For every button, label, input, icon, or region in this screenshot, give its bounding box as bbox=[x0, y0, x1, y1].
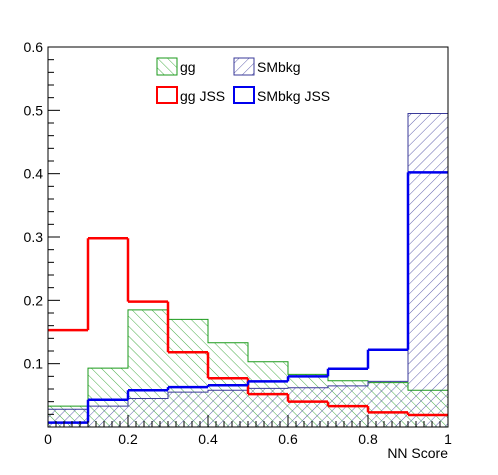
bar-smbkg-8 bbox=[368, 381, 408, 427]
series-smbkg bbox=[48, 113, 448, 427]
bar-smbkg-9 bbox=[408, 113, 448, 427]
y-tick-label: 0.5 bbox=[24, 102, 44, 118]
x-tick-label: 0 bbox=[44, 431, 52, 447]
axis-layer: 0 0.2 0.4 0.6 0.8 1 0.1 0.2 0.3 0.4 0.5 0.6 bbox=[24, 39, 453, 447]
x-tick-label: 0.4 bbox=[198, 431, 218, 447]
x-tick-label: 0.2 bbox=[118, 431, 138, 447]
x-tick-label: 0.8 bbox=[358, 431, 378, 447]
x-tick-label: 1 bbox=[444, 431, 452, 447]
legend-swatch-smbkg bbox=[233, 57, 255, 76]
bar-smbkg-2 bbox=[128, 398, 168, 427]
legend-swatch-gg-jss bbox=[156, 86, 178, 104]
x-axis-label: NN Score bbox=[387, 445, 448, 461]
legend-label-smbkg-jss: SMbkg JSS bbox=[257, 88, 330, 104]
legend-entry-smbkg-jss: SMbkg JSS bbox=[233, 86, 330, 104]
legend-swatch-gg bbox=[156, 57, 178, 76]
y-tick-label: 0.1 bbox=[24, 356, 44, 372]
bar-smbkg-0 bbox=[48, 409, 88, 427]
legend-label-gg-jss: gg JSS bbox=[180, 88, 225, 104]
series-smbkg-jss bbox=[48, 171, 448, 424]
legend-label-smbkg: SMbkg bbox=[257, 59, 301, 75]
y-tick-label: 0.6 bbox=[24, 39, 44, 55]
bar-smbkg-4 bbox=[208, 390, 248, 427]
legend-label-gg: gg bbox=[180, 59, 196, 75]
legend-entry-gg: gg bbox=[156, 57, 196, 76]
bar-smbkg-3 bbox=[168, 392, 208, 427]
legend: gg SMbkg gg JSS SMbkg JSS bbox=[156, 57, 330, 104]
bar-smbkg-6 bbox=[288, 387, 328, 427]
x-tick-label: 0.6 bbox=[278, 431, 298, 447]
y-tick-label: 0.3 bbox=[24, 229, 44, 245]
y-tick-label: 0.2 bbox=[24, 292, 44, 308]
y-tick-label: 0.4 bbox=[24, 166, 44, 182]
series-layer bbox=[48, 113, 448, 427]
legend-entry-gg-jss: gg JSS bbox=[156, 86, 225, 104]
legend-entry-smbkg: SMbkg bbox=[233, 57, 301, 76]
bar-smbkg-1 bbox=[88, 406, 128, 427]
legend-swatch-smbkg-jss bbox=[233, 86, 255, 104]
